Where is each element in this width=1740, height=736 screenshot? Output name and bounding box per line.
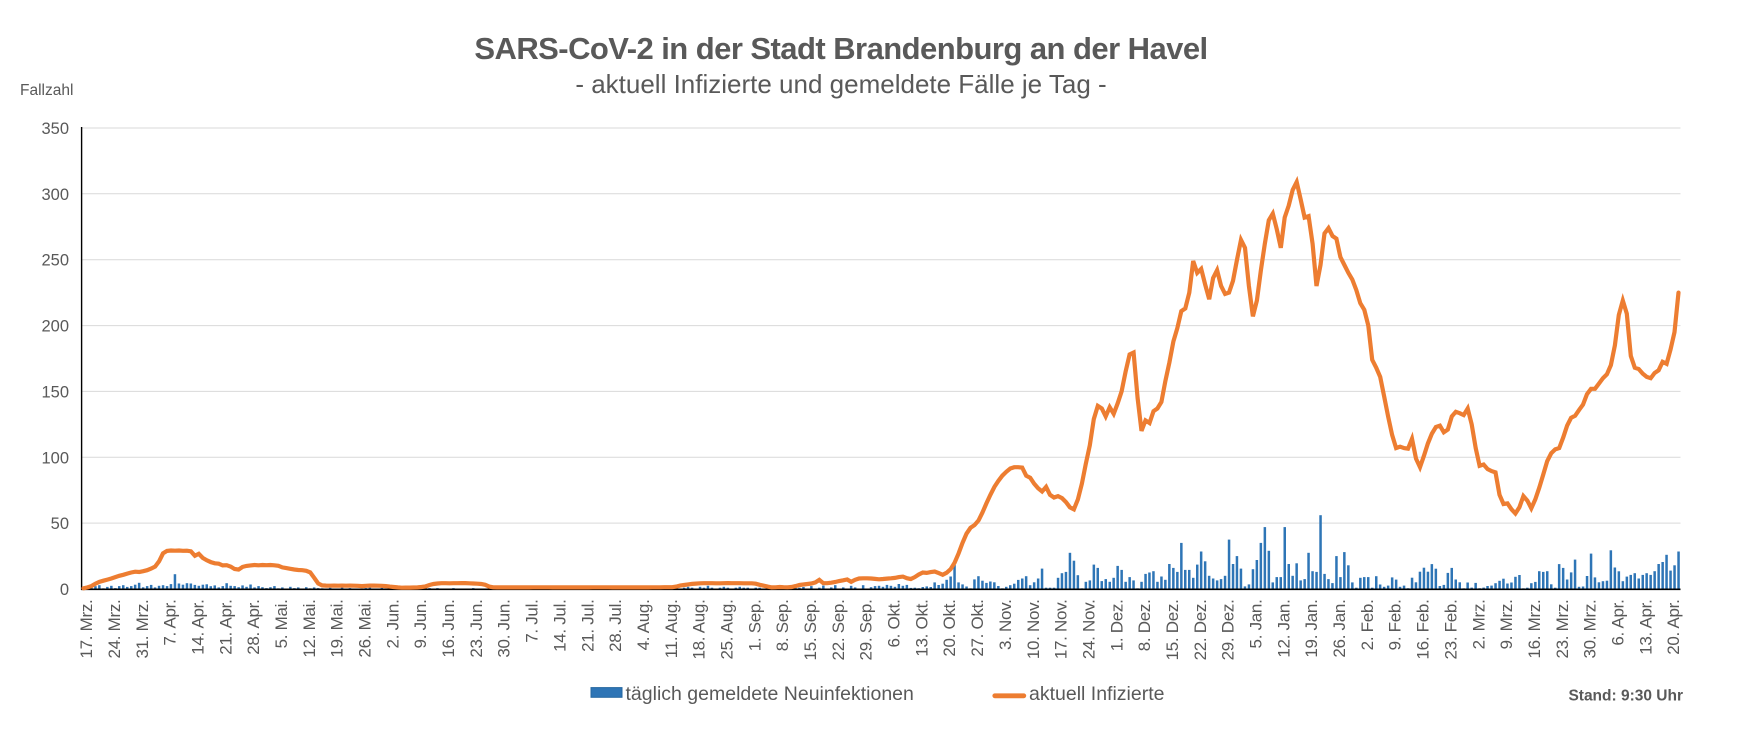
svg-text:15. Sep.: 15. Sep.: [801, 600, 820, 661]
svg-text:Fallzahl: Fallzahl: [20, 82, 73, 99]
svg-text:- aktuell Infizierte und gemel: - aktuell Infizierte und gemeldete Fälle…: [575, 69, 1106, 99]
svg-text:täglich gemeldete Neuinfektion: täglich gemeldete Neuinfektionen: [626, 683, 914, 705]
svg-text:14. Jul.: 14. Jul.: [550, 600, 569, 652]
svg-text:6. Okt.: 6. Okt.: [885, 600, 904, 648]
svg-text:30. Jun.: 30. Jun.: [495, 600, 514, 658]
svg-text:SARS-CoV-2 in der Stadt Brande: SARS-CoV-2 in der Stadt Brandenburg an d…: [474, 31, 1207, 66]
svg-text:8. Dez.: 8. Dez.: [1135, 600, 1154, 652]
svg-text:16. Jun.: 16. Jun.: [439, 600, 458, 658]
svg-text:29. Dez.: 29. Dez.: [1219, 600, 1238, 661]
svg-text:350: 350: [41, 120, 69, 138]
svg-text:2. Mrz.: 2. Mrz.: [1469, 600, 1488, 650]
svg-text:300: 300: [41, 186, 69, 204]
svg-text:14. Apr.: 14. Apr.: [189, 600, 208, 655]
svg-text:20. Apr.: 20. Apr.: [1664, 600, 1683, 655]
svg-text:24. Nov.: 24. Nov.: [1079, 600, 1098, 660]
svg-text:10. Nov.: 10. Nov.: [1024, 600, 1043, 660]
svg-text:22. Dez.: 22. Dez.: [1191, 600, 1210, 661]
svg-text:13. Okt.: 13. Okt.: [912, 600, 931, 657]
svg-text:21. Apr.: 21. Apr.: [216, 600, 235, 655]
svg-text:26. Jan.: 26. Jan.: [1330, 600, 1349, 658]
svg-text:aktuell Infizierte: aktuell Infizierte: [1029, 683, 1164, 705]
svg-text:16. Mrz.: 16. Mrz.: [1525, 600, 1544, 659]
svg-text:7. Jul.: 7. Jul.: [523, 600, 542, 643]
svg-text:9. Jun.: 9. Jun.: [411, 600, 430, 649]
svg-text:19. Mai.: 19. Mai.: [328, 600, 347, 658]
svg-text:7. Apr.: 7. Apr.: [161, 600, 180, 646]
svg-text:12. Jan.: 12. Jan.: [1274, 600, 1293, 658]
svg-text:2. Feb.: 2. Feb.: [1358, 600, 1377, 651]
svg-text:30. Mrz.: 30. Mrz.: [1581, 600, 1600, 659]
svg-text:250: 250: [41, 252, 69, 270]
svg-text:1. Dez.: 1. Dez.: [1107, 600, 1126, 652]
svg-text:12. Mai.: 12. Mai.: [300, 600, 319, 658]
svg-text:200: 200: [41, 318, 69, 336]
svg-text:50: 50: [51, 515, 69, 533]
svg-text:4. Aug.: 4. Aug.: [634, 600, 653, 651]
svg-text:8. Sep.: 8. Sep.: [773, 600, 792, 652]
svg-text:150: 150: [41, 383, 69, 401]
svg-text:23. Mrz.: 23. Mrz.: [1553, 600, 1572, 659]
svg-text:18. Aug.: 18. Aug.: [690, 600, 709, 660]
svg-text:17. Mrz.: 17. Mrz.: [77, 600, 96, 659]
svg-text:0: 0: [60, 581, 69, 599]
svg-text:19. Jan.: 19. Jan.: [1302, 600, 1321, 658]
svg-text:25. Aug.: 25. Aug.: [718, 600, 737, 660]
svg-text:29. Sep.: 29. Sep.: [857, 600, 876, 661]
svg-text:6. Apr.: 6. Apr.: [1609, 600, 1628, 646]
svg-text:27. Okt.: 27. Okt.: [968, 600, 987, 657]
svg-text:21. Jul.: 21. Jul.: [578, 600, 597, 652]
svg-text:24. Mrz.: 24. Mrz.: [105, 600, 124, 659]
svg-text:20. Okt.: 20. Okt.: [940, 600, 959, 657]
svg-text:28. Apr.: 28. Apr.: [244, 600, 263, 655]
svg-text:5. Jan.: 5. Jan.: [1247, 600, 1266, 649]
svg-text:100: 100: [41, 449, 69, 467]
svg-text:3. Nov.: 3. Nov.: [996, 600, 1015, 651]
svg-text:31. Mrz.: 31. Mrz.: [133, 600, 152, 659]
svg-text:9. Mrz.: 9. Mrz.: [1497, 600, 1516, 650]
svg-text:11. Aug.: 11. Aug.: [662, 600, 681, 659]
svg-text:26. Mai.: 26. Mai.: [356, 600, 375, 658]
svg-text:23. Jun.: 23. Jun.: [467, 600, 486, 658]
svg-text:5. Mai.: 5. Mai.: [272, 600, 291, 649]
svg-text:22. Sep.: 22. Sep.: [829, 600, 848, 661]
svg-text:1. Sep.: 1. Sep.: [745, 600, 764, 652]
svg-text:9. Feb.: 9. Feb.: [1386, 600, 1405, 651]
svg-text:28. Jul.: 28. Jul.: [606, 600, 625, 652]
svg-text:13. Apr.: 13. Apr.: [1636, 600, 1655, 655]
svg-text:15. Dez.: 15. Dez.: [1163, 600, 1182, 661]
svg-text:16. Feb.: 16. Feb.: [1414, 600, 1433, 660]
svg-text:23. Feb.: 23. Feb.: [1441, 600, 1460, 660]
svg-text:2. Jun.: 2. Jun.: [383, 600, 402, 649]
svg-text:17. Nov.: 17. Nov.: [1052, 600, 1071, 660]
svg-text:Stand: 9:30 Uhr: Stand: 9:30 Uhr: [1568, 687, 1683, 704]
